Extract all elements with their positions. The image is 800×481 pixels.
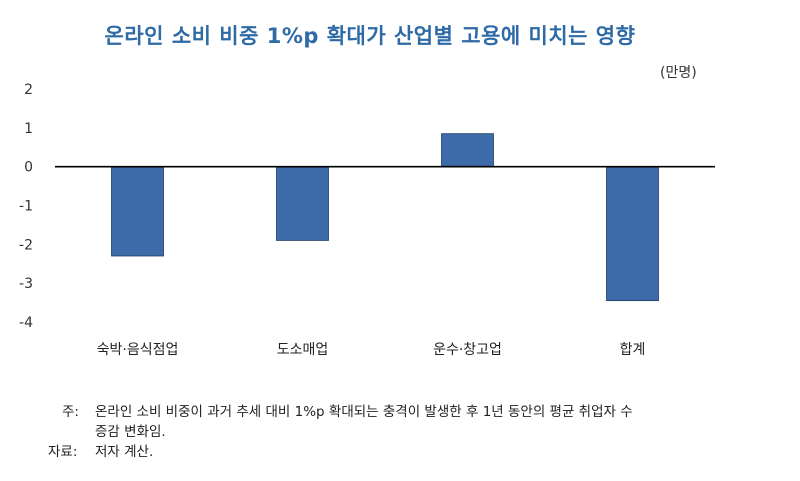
y-tick-label: -1 [19,199,33,215]
bar [606,166,659,302]
bar [276,166,329,241]
source-label: 자료: [48,444,78,460]
x-category-label: 숙박·음식점업 [97,342,179,358]
chart-title: 온라인 소비 비중 1%p 확대가 산업별 고용에 미치는 영향 [104,24,636,48]
y-tick-label: 0 [24,160,33,176]
y-tick-label: -2 [19,237,33,253]
x-category-label: 운수·창고업 [433,342,502,358]
y-tick-label: -3 [19,276,33,292]
note-text-line2: 증감 변화임. [95,424,166,440]
bar [441,133,494,168]
source-text: 저자 계산. [95,444,154,460]
x-category-label: 도소매업 [277,342,329,358]
y-tick-label: 2 [24,82,33,98]
bar-chart: 2 1 0 -1 -2 -3 -4 숙박·음식점업 도소매업 운수·창고업 합계 [19,82,715,358]
unit-label: (만명) [660,65,697,81]
y-tick-label: -4 [19,315,33,331]
note-text-line1: 온라인 소비 비중이 과거 추세 대비 1%p 확대되는 충격이 발생한 후 1… [95,404,633,420]
y-tick-label: 1 [24,121,33,137]
footnotes: 주: 온라인 소비 비중이 과거 추세 대비 1%p 확대되는 충격이 발생한 … [0,402,800,462]
x-category-label: 합계 [620,342,646,358]
note-label: 주: [62,404,79,420]
bar [111,166,164,257]
